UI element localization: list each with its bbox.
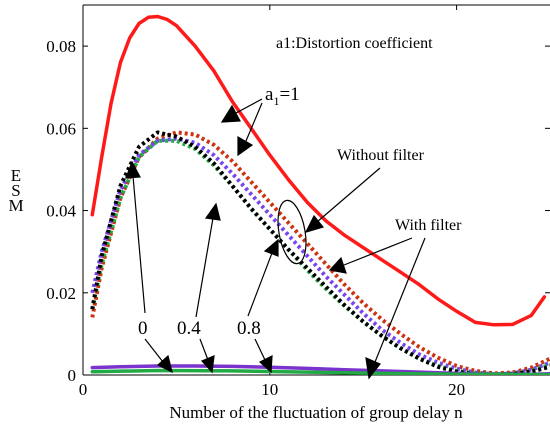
y-tick-label: 0 [68, 366, 77, 385]
a1-prefix: a [265, 84, 274, 105]
series-line-3 [90, 138, 550, 375]
series-line-6 [90, 368, 550, 375]
x-tick-label: 10 [261, 380, 278, 399]
arrow-label-0 [125, 160, 146, 314]
y-axis-label-char: E [11, 166, 21, 185]
plot-frame [82, 4, 550, 376]
arrow-a1 [220, 98, 263, 123]
y-axis-label-char: M [8, 196, 23, 215]
group-ellipse [277, 199, 307, 265]
arrow-with-filter-1 [328, 237, 413, 274]
series-line-1 [90, 130, 550, 375]
a1-suffix: =1 [279, 84, 299, 105]
y-tick-label: 0.06 [46, 119, 76, 138]
annotation-with-filter: With filter [395, 217, 462, 234]
series-layer [90, 14, 550, 375]
a1-subscript: 1 [273, 94, 279, 108]
annotation-arrows [125, 98, 426, 380]
x-axis-label: Number of the fluctuation of group delay… [169, 403, 463, 422]
arrow-label-08 [247, 238, 279, 317]
y-tick-label: 0.04 [46, 202, 76, 221]
y-tick-label: 0.02 [46, 284, 76, 303]
x-tick-label: 0 [79, 380, 88, 399]
arrow-label-0-low [144, 338, 173, 374]
annotation-label-0.8: 0.8 [237, 318, 261, 339]
arrow-label-04 [195, 202, 221, 318]
arrow-label-08-low [254, 338, 273, 374]
arrow-a1-lower [237, 102, 263, 157]
arrow-label-04-low [199, 338, 215, 374]
annotation-distortion-coefficient: a1:Distortion coefficient [276, 35, 433, 52]
series-line-0 [90, 14, 547, 327]
y-axis-label-char: S [11, 181, 20, 200]
y-tick-label: 0.08 [46, 37, 76, 56]
annotation-label-0: 0 [138, 318, 148, 339]
arrow-without-filter [304, 167, 381, 233]
x-tick-label: 20 [448, 380, 465, 399]
series-line-4 [90, 130, 550, 375]
annotation-without-filter: Without filter [337, 147, 425, 164]
annotation-label-0.4: 0.4 [177, 318, 201, 339]
annotation-a1: a1=1 [265, 84, 300, 108]
arrow-with-filter-2 [365, 237, 426, 380]
